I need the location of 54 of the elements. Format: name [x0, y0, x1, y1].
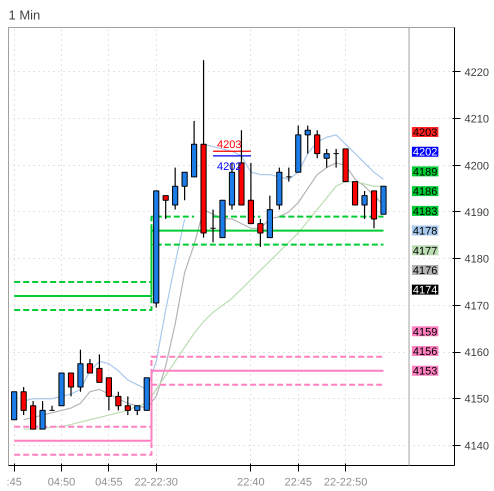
text: 4189 — [412, 166, 438, 178]
candlestick — [182, 172, 188, 201]
y-tick-label: 4150 — [464, 394, 489, 406]
candlestick — [86, 358, 94, 374]
candlestick — [30, 400, 36, 430]
x-tick-label: 22-22:50 — [324, 476, 368, 488]
text: 4176 — [412, 264, 438, 277]
text: 4178 — [412, 226, 438, 238]
y-tick-label: 4200 — [464, 160, 489, 172]
y-tick-label: 4160 — [464, 347, 489, 360]
text: 4177 — [412, 245, 438, 258]
x-tick-label: 22-22:30 — [134, 476, 178, 488]
candlestick — [162, 195, 169, 220]
candlestick — [314, 130, 320, 159]
y-tick-label: 4180 — [464, 254, 489, 266]
y-tick-label: 4190 — [464, 206, 489, 219]
text: 4159 — [412, 326, 438, 338]
candlestick — [77, 349, 84, 392]
candlestick — [304, 124, 311, 154]
y-tick-label: 4220 — [464, 66, 489, 79]
text: 4203 — [412, 127, 438, 139]
y-tick-label: 4210 — [464, 114, 489, 126]
chart-title: 1 Min — [8, 8, 40, 22]
x-tick-label: 04:55 — [95, 476, 123, 488]
x-tick-label: 04:50 — [48, 476, 76, 488]
text: 4186 — [412, 186, 438, 198]
x-tick-label: 22:40 — [237, 476, 265, 488]
candlestick — [106, 377, 112, 411]
candlestick — [124, 396, 131, 416]
x-tick-label: :45 — [6, 476, 22, 488]
candlestick — [248, 162, 254, 224]
text: 4183 — [412, 206, 438, 218]
candlestick — [115, 391, 122, 411]
text: 4202 — [412, 146, 438, 159]
candlestick — [96, 354, 103, 383]
candlestick — [257, 218, 264, 248]
candlestick — [20, 386, 27, 416]
candlestick — [210, 209, 216, 243]
y-tick-label: 4170 — [464, 300, 489, 312]
candlestick — [352, 181, 358, 206]
series-label: 4203 — [217, 139, 242, 152]
candlestick — [39, 400, 46, 430]
candlestick — [324, 148, 330, 168]
text: 4156 — [412, 346, 438, 358]
candlestick — [172, 166, 178, 210]
text: 4153 — [412, 366, 438, 378]
text: 4174 — [412, 284, 438, 297]
candlestick — [333, 148, 340, 168]
candlestick — [134, 405, 140, 416]
candlestick — [361, 190, 368, 220]
candlestick — [286, 166, 292, 182]
x-tick-label: 22:45 — [284, 476, 312, 488]
candlestick — [68, 372, 74, 397]
y-tick-label: 4140 — [464, 440, 489, 452]
